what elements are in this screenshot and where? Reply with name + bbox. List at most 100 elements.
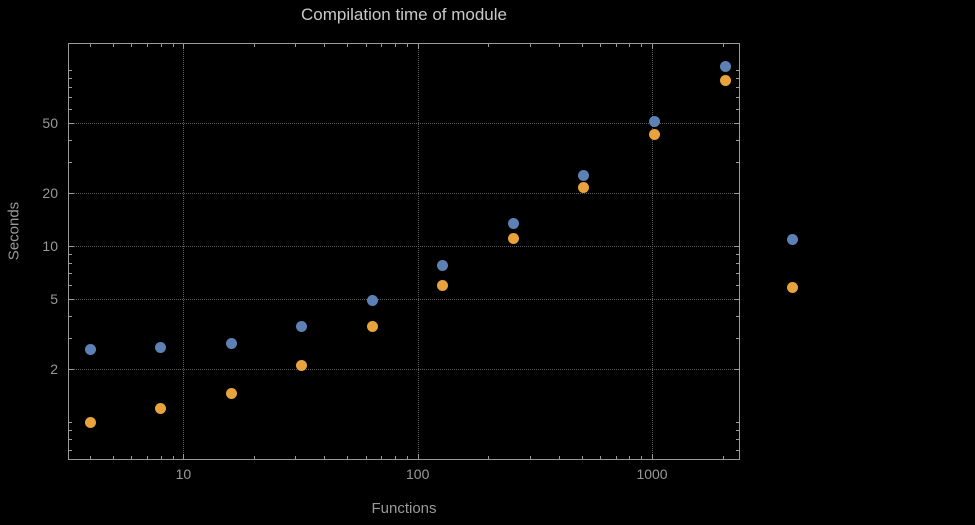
chart-title: Compilation time of module xyxy=(301,5,507,24)
legend xyxy=(783,228,823,308)
tick-mark xyxy=(147,456,149,459)
tick-mark xyxy=(69,263,72,265)
data-point-orange xyxy=(225,388,237,400)
y-gridline xyxy=(69,299,739,301)
legend-marker-blue xyxy=(787,234,798,245)
tick-mark xyxy=(69,254,72,256)
tick-mark xyxy=(652,454,654,459)
tick-mark xyxy=(90,456,92,459)
tick-mark xyxy=(69,439,72,441)
tick-mark xyxy=(736,263,739,265)
tick-mark xyxy=(324,456,326,459)
tick-mark xyxy=(722,44,724,47)
tick-mark xyxy=(734,122,739,124)
data-point-blue xyxy=(507,217,519,229)
tick-mark xyxy=(417,44,419,49)
tick-mark xyxy=(69,430,72,432)
tick-mark xyxy=(183,44,185,49)
data-point-orange xyxy=(296,360,308,372)
tick-mark xyxy=(395,456,396,459)
data-point-blue xyxy=(155,342,167,354)
tick-mark xyxy=(488,44,490,47)
tick-mark xyxy=(131,44,133,47)
tick-mark xyxy=(629,44,631,47)
tick-mark xyxy=(69,273,72,275)
tick-mark xyxy=(558,44,560,47)
tick-mark xyxy=(347,44,349,47)
data-point-orange xyxy=(719,74,731,86)
tick-mark xyxy=(172,44,174,47)
data-point-orange xyxy=(84,416,96,428)
data-point-blue xyxy=(578,170,590,182)
y-tick-label: 10 xyxy=(42,238,58,255)
data-point-orange xyxy=(155,402,167,414)
x-gridline xyxy=(183,44,185,459)
tick-mark xyxy=(253,456,255,459)
tick-mark xyxy=(529,456,531,459)
tick-mark xyxy=(381,44,383,47)
tick-mark xyxy=(736,430,739,432)
tick-mark xyxy=(69,97,72,99)
tick-mark xyxy=(69,69,72,71)
tick-mark xyxy=(69,108,72,110)
tick-mark xyxy=(734,369,739,371)
tick-mark xyxy=(69,422,72,424)
tick-mark xyxy=(69,77,72,79)
data-point-orange xyxy=(366,320,378,332)
y-gridline xyxy=(69,193,739,194)
tick-mark xyxy=(736,77,739,79)
tick-mark xyxy=(736,69,739,71)
tick-mark xyxy=(69,338,72,340)
tick-mark xyxy=(736,254,739,256)
tick-mark xyxy=(69,122,74,124)
x-tick-label: 100 xyxy=(406,466,430,482)
tick-mark xyxy=(736,439,739,441)
y-tick-label: 50 xyxy=(42,114,58,131)
y-gridline xyxy=(69,246,739,248)
tick-mark xyxy=(529,44,531,47)
tick-mark xyxy=(69,161,72,163)
tick-mark xyxy=(488,456,490,459)
tick-mark xyxy=(90,44,92,47)
x-axis-label: Functions xyxy=(371,500,437,517)
tick-mark xyxy=(172,456,174,459)
y-gridline xyxy=(69,122,739,124)
x-tick-label: 1000 xyxy=(636,466,668,482)
x-tick-label: 10 xyxy=(175,466,192,482)
tick-mark xyxy=(69,246,74,248)
tick-mark xyxy=(736,108,739,110)
tick-mark xyxy=(734,193,739,194)
tick-mark xyxy=(69,86,72,88)
tick-mark xyxy=(736,285,739,287)
y-tick-label: 2 xyxy=(50,361,58,378)
data-point-blue xyxy=(84,343,96,355)
legend-marker-orange xyxy=(787,282,798,293)
tick-mark xyxy=(69,285,72,287)
tick-mark xyxy=(347,456,349,459)
tick-mark xyxy=(600,44,602,47)
tick-mark xyxy=(736,97,739,99)
tick-mark xyxy=(253,44,255,47)
y-gridline xyxy=(69,369,739,371)
tick-mark xyxy=(736,86,739,88)
tick-mark xyxy=(736,316,739,318)
tick-mark xyxy=(736,422,739,424)
plot-frame xyxy=(68,43,740,460)
tick-mark xyxy=(160,44,162,47)
tick-mark xyxy=(365,44,367,47)
tick-mark xyxy=(417,454,419,459)
tick-mark xyxy=(406,44,408,47)
data-point-blue xyxy=(366,295,378,307)
tick-mark xyxy=(641,456,643,459)
tick-mark xyxy=(183,454,185,459)
tick-mark xyxy=(558,456,560,459)
tick-mark xyxy=(147,44,149,47)
tick-mark xyxy=(406,456,408,459)
tick-mark xyxy=(295,456,297,459)
data-point-orange xyxy=(578,181,590,193)
tick-mark xyxy=(381,456,383,459)
tick-mark xyxy=(581,44,583,47)
tick-mark xyxy=(69,369,74,371)
data-point-orange xyxy=(437,279,449,291)
